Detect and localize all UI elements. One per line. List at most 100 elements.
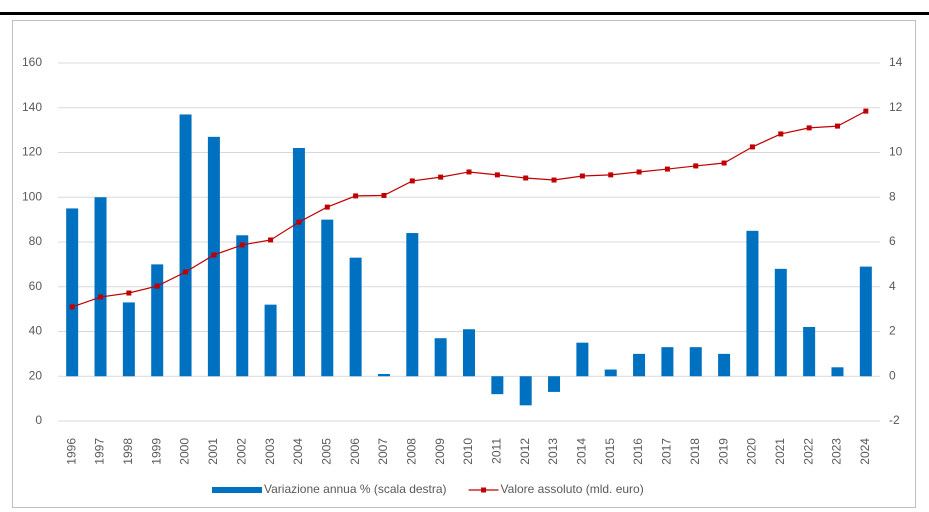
bar bbox=[633, 353, 646, 377]
marker bbox=[183, 269, 189, 275]
marker bbox=[834, 123, 840, 129]
bar bbox=[66, 208, 79, 377]
y-tick-label: 140 bbox=[22, 100, 42, 114]
x-tick-label: 1996 bbox=[64, 438, 78, 465]
marker bbox=[409, 178, 415, 184]
x-tick-label: 2001 bbox=[206, 438, 220, 465]
x-tick-label: 2011 bbox=[490, 438, 504, 464]
marker bbox=[523, 175, 529, 181]
marker bbox=[438, 174, 444, 180]
x-tick-label: 2022 bbox=[801, 438, 815, 465]
bar bbox=[463, 329, 475, 377]
marker bbox=[126, 290, 132, 296]
x-tick-label: 2014 bbox=[575, 438, 589, 465]
x-tick-label: 2008 bbox=[404, 438, 418, 465]
x-tick-label: 2016 bbox=[631, 438, 645, 465]
bar bbox=[236, 235, 249, 377]
legend-swatch bbox=[212, 487, 262, 493]
y2-tick-label: 8 bbox=[889, 189, 896, 203]
bar bbox=[434, 338, 447, 377]
marker bbox=[239, 242, 245, 248]
bar bbox=[151, 264, 164, 377]
legend-swatch bbox=[481, 487, 487, 493]
bar bbox=[406, 233, 419, 377]
marker bbox=[353, 193, 359, 199]
marker bbox=[579, 173, 585, 179]
x-tick-label: 2010 bbox=[461, 438, 475, 465]
x-tick-label: 1998 bbox=[121, 438, 135, 465]
y2-tick-label: 10 bbox=[889, 145, 903, 159]
marker bbox=[664, 166, 670, 172]
x-tick-label: 2020 bbox=[745, 438, 759, 465]
marker bbox=[608, 172, 614, 178]
y-tick-label: 20 bbox=[29, 368, 43, 382]
marker bbox=[324, 204, 330, 210]
bar bbox=[718, 353, 731, 377]
y-tick-label: 0 bbox=[35, 413, 42, 427]
x-tick-label: 2005 bbox=[319, 438, 333, 465]
x-tick-label: 2007 bbox=[376, 438, 390, 465]
x-tick-label: 1999 bbox=[149, 438, 163, 465]
x-tick-label: 2023 bbox=[830, 438, 844, 465]
bar bbox=[264, 304, 277, 377]
marker bbox=[551, 177, 557, 183]
bar bbox=[377, 374, 390, 377]
x-tick-label: 2003 bbox=[263, 438, 277, 465]
y2-tick-label: 2 bbox=[889, 324, 896, 338]
bar bbox=[831, 367, 844, 377]
marker bbox=[749, 144, 755, 150]
y-tick-label: 100 bbox=[22, 189, 42, 203]
y-tick-label: 120 bbox=[22, 145, 42, 159]
x-tick-label: 2002 bbox=[234, 438, 248, 465]
bar bbox=[803, 327, 816, 377]
y2-tick-label: -2 bbox=[889, 413, 900, 427]
chart-frame bbox=[12, 20, 916, 508]
y2-tick-label: 4 bbox=[889, 279, 896, 293]
x-tick-label: 2024 bbox=[858, 438, 872, 465]
x-tick-label: 2021 bbox=[773, 438, 787, 465]
bar bbox=[774, 268, 787, 377]
x-tick-label: 2019 bbox=[716, 438, 730, 465]
bar bbox=[321, 219, 334, 377]
bar bbox=[604, 369, 617, 377]
x-tick-label: 2004 bbox=[291, 438, 305, 465]
x-tick-label: 2017 bbox=[660, 438, 674, 465]
bar bbox=[349, 257, 362, 377]
marker bbox=[494, 172, 500, 178]
y2-tick-label: 12 bbox=[889, 100, 903, 114]
bar bbox=[661, 347, 674, 377]
legend-label: Variazione annua % (scala destra) bbox=[264, 482, 447, 496]
marker bbox=[296, 219, 302, 225]
marker bbox=[778, 131, 784, 137]
marker bbox=[154, 283, 160, 289]
marker bbox=[636, 169, 642, 175]
marker bbox=[211, 252, 217, 258]
marker bbox=[806, 125, 812, 131]
bar bbox=[491, 376, 504, 395]
marker bbox=[69, 304, 75, 310]
x-tick-label: 2013 bbox=[546, 438, 560, 465]
x-tick-label: 2018 bbox=[688, 438, 702, 465]
x-tick-label: 2006 bbox=[348, 438, 362, 465]
bar bbox=[548, 376, 561, 392]
bar bbox=[122, 302, 135, 377]
bar bbox=[576, 342, 589, 377]
x-tick-label: 2009 bbox=[433, 438, 447, 465]
y2-tick-label: 6 bbox=[889, 234, 896, 248]
bar bbox=[292, 148, 305, 377]
marker bbox=[381, 192, 387, 198]
marker bbox=[98, 294, 104, 300]
marker bbox=[721, 160, 727, 166]
bar bbox=[859, 266, 872, 377]
x-tick-label: 2000 bbox=[178, 438, 192, 465]
y2-tick-label: 14 bbox=[889, 55, 903, 69]
x-tick-label: 2015 bbox=[603, 438, 617, 465]
top-rule bbox=[0, 12, 929, 15]
bar bbox=[519, 376, 532, 406]
legend-label: Valore assoluto (mld. euro) bbox=[501, 482, 644, 496]
y-tick-label: 160 bbox=[22, 55, 42, 69]
bar bbox=[179, 114, 192, 377]
y-tick-label: 60 bbox=[29, 279, 43, 293]
marker bbox=[466, 169, 472, 175]
